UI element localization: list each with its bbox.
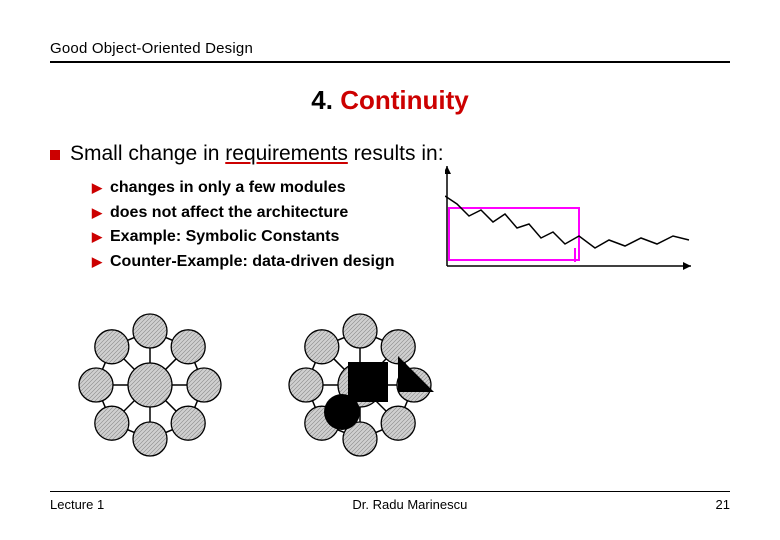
- outer-node: [133, 422, 167, 456]
- slide-title: 4. Continuity: [50, 85, 730, 116]
- triangle-bullet-icon: ▶: [92, 250, 102, 275]
- sub-item-text: Example: Symbolic Constants: [110, 225, 339, 249]
- footer-right: 21: [716, 497, 730, 512]
- bullet-suffix: results in:: [348, 142, 444, 165]
- bullet-prefix: Small change in: [70, 142, 225, 165]
- triangle-bullet-icon: ▶: [92, 176, 102, 201]
- bullet-underlined: requirements: [225, 142, 348, 165]
- outer-node: [133, 314, 167, 348]
- slide-footer: Lecture 1 Dr. Radu Marinescu 21: [50, 491, 730, 512]
- main-bullet-text: Small change in requirements results in:: [70, 142, 444, 166]
- black-circle-icon: [324, 394, 360, 430]
- outer-node: [289, 368, 323, 402]
- slide-header: Good Object-Oriented Design: [50, 40, 730, 63]
- network-diagram: [60, 300, 480, 470]
- footer-left: Lecture 1: [50, 497, 104, 512]
- outer-node: [171, 330, 205, 364]
- title-word: Continuity: [340, 85, 469, 115]
- sub-item-text: Counter-Example: data-driven design: [110, 250, 395, 274]
- main-bullet: Small change in requirements results in:: [50, 142, 730, 166]
- square-bullet-icon: [50, 150, 60, 160]
- sub-item-text: does not affect the architecture: [110, 201, 348, 225]
- outer-node: [95, 406, 129, 440]
- footer-center: Dr. Radu Marinescu: [352, 497, 467, 512]
- y-axis-arrow-icon: [445, 166, 451, 174]
- outer-node: [187, 368, 221, 402]
- black-triangle-icon: [398, 356, 434, 392]
- line-graph: [445, 166, 695, 276]
- x-axis-arrow-icon: [683, 262, 691, 270]
- black-square-icon: [348, 362, 388, 402]
- outer-node: [171, 406, 205, 440]
- sub-item-text: changes in only a few modules: [110, 176, 346, 200]
- outer-node: [79, 368, 113, 402]
- title-number: 4.: [311, 85, 333, 115]
- triangle-bullet-icon: ▶: [92, 201, 102, 226]
- center-node: [128, 363, 172, 407]
- header-text: Good Object-Oriented Design: [50, 40, 253, 57]
- graph-line: [445, 196, 689, 248]
- diagram-svg: [60, 300, 480, 470]
- outer-node: [305, 330, 339, 364]
- left-cluster: [79, 314, 221, 456]
- graph-svg: [445, 166, 695, 276]
- outer-node: [95, 330, 129, 364]
- outer-node: [343, 314, 377, 348]
- outer-node: [381, 406, 415, 440]
- triangle-bullet-icon: ▶: [92, 225, 102, 250]
